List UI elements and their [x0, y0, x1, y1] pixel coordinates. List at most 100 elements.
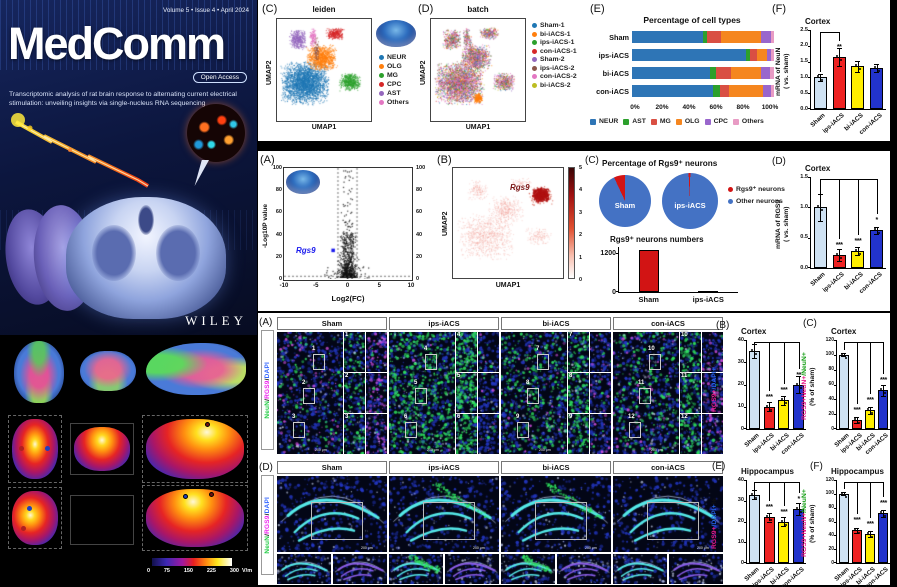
micro-column-bi-iACS: bi-iACS 7 8 9 200 μm 7 8 9: [501, 317, 611, 454]
legend-swatch: [623, 118, 630, 125]
heatmap-art: [146, 489, 244, 547]
micro-inset-image: [366, 414, 387, 454]
stain-label-hippocampus: NeuN/RGS9/DAPI: [261, 475, 274, 575]
y-tick-label: 0.0: [800, 105, 808, 112]
y-tick-label: 100: [272, 165, 282, 171]
micro-main-image: [389, 332, 455, 454]
data-point: [817, 75, 820, 78]
stacked-row-label: ips-iACS: [598, 50, 629, 60]
y-tick-label: 60: [416, 209, 423, 216]
y-tick-mark: [808, 93, 811, 95]
error-cap: [867, 406, 873, 408]
bar-bi-iACS: [865, 533, 876, 563]
legend-label: MG: [387, 72, 398, 79]
data-point: [877, 69, 880, 72]
y-tick-label: 0: [831, 559, 834, 566]
y-axis-label-line: RGS9+/DAPI+%: [711, 472, 719, 575]
y-tick-mark: [808, 45, 811, 47]
umap-leiden-ylabel: UMAP2: [266, 60, 273, 86]
y-axis-label-part: /NeuN+: [801, 352, 808, 377]
significance-label: ***: [853, 407, 861, 415]
stacked-row-bi-iACS: bi-iACS: [588, 66, 774, 80]
stacked-row-label: Sham: [609, 32, 629, 42]
sig-bracket-drop: [769, 482, 771, 502]
brain-coronal-art: [66, 197, 226, 319]
sig-bracket-drop: [769, 342, 771, 391]
y-tick-label: 0.5: [800, 89, 808, 96]
stacked-seg-NEUR: [632, 85, 713, 97]
stacked-seg-Others: [771, 49, 774, 61]
region-box: [649, 354, 661, 370]
error-cap: [751, 498, 757, 500]
y-tick-label: 80: [828, 366, 834, 373]
significance-label: *: [797, 496, 801, 504]
significance-label: ***: [765, 393, 773, 401]
data-point: [836, 253, 839, 256]
error-bar: [820, 74, 822, 81]
x-tick-label: 10: [407, 283, 415, 289]
data-point: [844, 495, 847, 498]
y-tick-label: 10: [737, 538, 744, 545]
micro-inset-image: [333, 554, 387, 584]
legend-label: Others: [387, 99, 409, 106]
error-bar: [870, 531, 872, 537]
inset-number: 4: [457, 332, 461, 338]
micro-inset-image: [680, 332, 701, 372]
sig-bracket-drop: [857, 179, 859, 235]
pie-sham: Sham: [599, 175, 651, 227]
stacked-seg-MG: [715, 67, 732, 79]
error-bar: [856, 417, 858, 424]
x-tick-label: 0%: [630, 104, 640, 111]
legend-item-Others: Others: [732, 118, 764, 125]
x-tick-label: 40%: [682, 104, 696, 111]
stacked-seg-Others: [769, 67, 774, 79]
bar-bi-iACS: [778, 521, 790, 563]
error-bar: [754, 490, 756, 499]
data-point: [858, 68, 861, 71]
micro-inset-image: [669, 554, 723, 584]
micro-inset-image: [389, 554, 443, 584]
y-tick-mark: [834, 354, 837, 356]
legend-item-NEUR: NEUR: [590, 118, 618, 125]
y-tick-label: 1.0: [800, 73, 808, 80]
scale-bar-label: 200 μm: [315, 448, 327, 452]
data-point: [817, 205, 820, 208]
region-box-number: 12: [628, 414, 635, 420]
y-axis-label: mRNA of RGS9( vs. sham): [775, 169, 791, 280]
y-tick-mark: [808, 267, 811, 268]
micro-inset-image: [568, 373, 589, 413]
y-tick-label: 20: [416, 253, 423, 260]
data-point: [867, 531, 870, 534]
y-tick-mark: [834, 507, 837, 509]
efield-map-coronal-1: [70, 423, 134, 475]
x-tick-label: 80%: [736, 104, 750, 111]
rgs9-numbers-title: Rgs9⁺ neurons numbers: [610, 235, 704, 244]
data-point: [784, 523, 787, 526]
inset-number: 6: [457, 414, 461, 420]
umap-leiden-plot: [276, 18, 372, 122]
micro-inset-image: [590, 373, 611, 413]
legend-item-ips-iACS-1: ips-iACS-1: [532, 39, 577, 46]
y-axis-label-line: mRNA of RGS9: [775, 199, 782, 250]
sig-bracket: [820, 32, 840, 33]
inset-number: 3: [345, 414, 349, 420]
umap-batch-ylabel: UMAP2: [420, 60, 427, 86]
scale-bar-label: 200 μm: [651, 448, 663, 452]
error-cap: [766, 402, 772, 404]
legend-label: con-iACS-2: [540, 73, 577, 80]
stacked-seg-Others: [771, 85, 774, 97]
significance-label: ***: [853, 517, 861, 525]
error-cap: [854, 533, 860, 535]
micro-group-header: con-iACS: [613, 317, 723, 330]
y-tick-label: 40: [828, 395, 834, 402]
region-box-number: 1: [312, 346, 316, 352]
error-cap: [854, 417, 860, 419]
micro-inset-image: [478, 414, 499, 454]
legend-item-MG: MG: [379, 72, 409, 79]
sig-bracket-drop: [798, 342, 800, 369]
region-box: [629, 422, 641, 438]
sig-bracket-drop: [856, 342, 858, 405]
data-point: [751, 492, 754, 495]
error-cap: [855, 247, 861, 249]
stacked-seg-OLG: [728, 85, 763, 97]
